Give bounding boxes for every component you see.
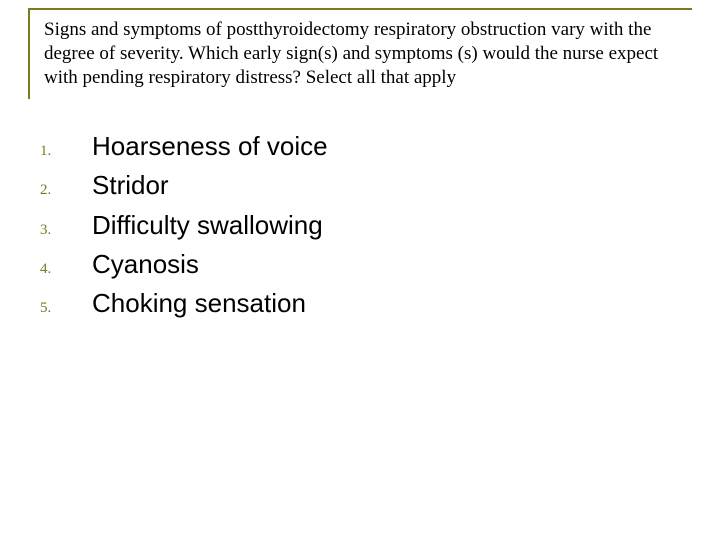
option-number: 5. — [40, 300, 92, 317]
option-text: Cyanosis — [92, 248, 199, 281]
list-item: 5. Choking sensation — [40, 287, 328, 320]
options-list: 1. Hoarseness of voice 2. Stridor 3. Dif… — [40, 130, 328, 326]
option-text: Hoarseness of voice — [92, 130, 328, 163]
list-item: 2. Stridor — [40, 169, 328, 202]
option-text: Choking sensation — [92, 287, 306, 320]
list-item: 1. Hoarseness of voice — [40, 130, 328, 163]
option-text: Stridor — [92, 169, 169, 202]
option-number: 4. — [40, 261, 92, 278]
list-item: 4. Cyanosis — [40, 248, 328, 281]
question-box: Signs and symptoms of postthyroidectomy … — [28, 8, 692, 99]
option-number: 1. — [40, 143, 92, 160]
option-number: 3. — [40, 222, 92, 239]
question-text: Signs and symptoms of postthyroidectomy … — [44, 18, 682, 89]
option-text: Difficulty swallowing — [92, 209, 323, 242]
option-number: 2. — [40, 182, 92, 199]
list-item: 3. Difficulty swallowing — [40, 209, 328, 242]
